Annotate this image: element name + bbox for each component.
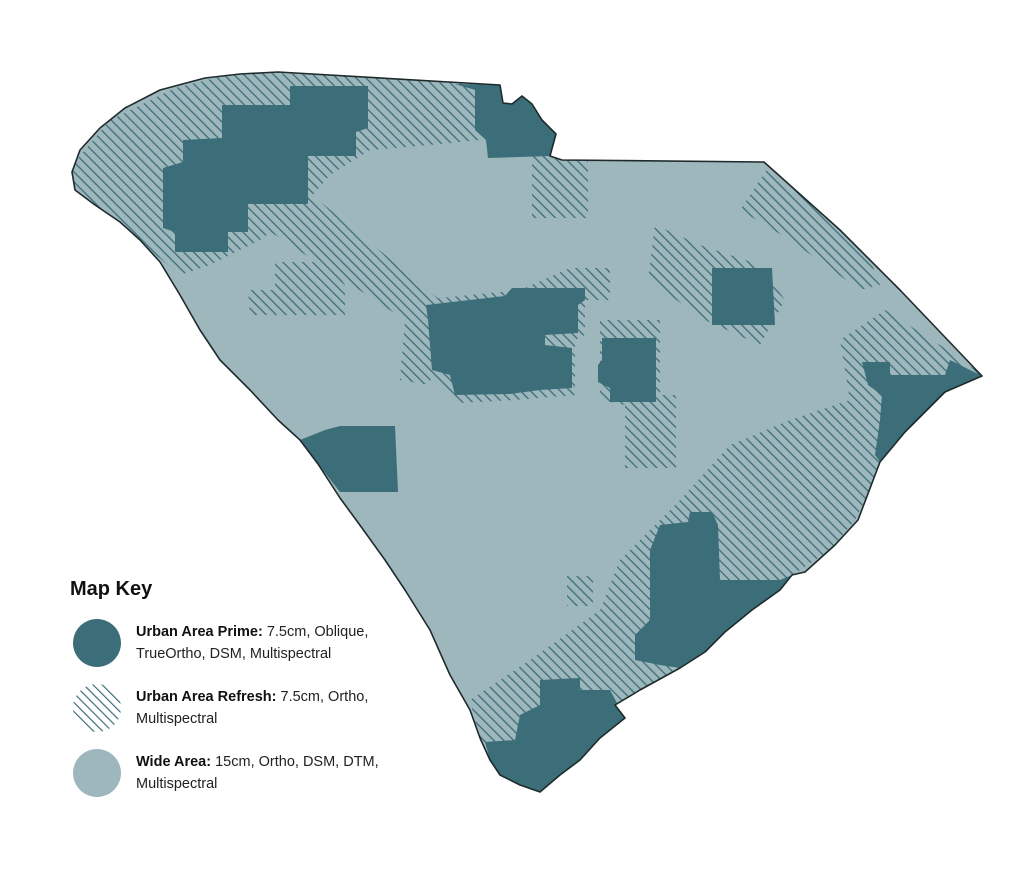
refresh-northeast: [740, 165, 880, 290]
legend-text-urban-prime: Urban Area Prime: 7.5cm, Oblique, TrueOr…: [136, 621, 426, 665]
prime-aiken: [300, 426, 398, 492]
legend-item-urban-prime: Urban Area Prime: 7.5cm, Oblique, TrueOr…: [68, 618, 428, 678]
legend-text-urban-refresh: Urban Area Refresh: 7.5cm, Ortho, Multis…: [136, 686, 426, 730]
legend-name-urban-prime: Urban Area Prime:: [136, 624, 263, 640]
legend-text-wide-area: Wide Area: 15cm, Ortho, DSM, DTM, Multis…: [136, 751, 426, 795]
refresh-north-central: [532, 155, 588, 218]
refresh-west-block: [248, 262, 345, 315]
wide-area-region: [72, 72, 982, 792]
legend-name-urban-refresh: Urban Area Refresh:: [136, 689, 277, 705]
map-key-title: Map Key: [70, 578, 153, 600]
refresh-coastal-east: [470, 310, 982, 760]
light-circle-swatch-icon: [73, 749, 121, 797]
prime-rock-hill: [455, 84, 556, 158]
legend-desc-wide-area: 15cm, Ortho, DSM, DTM, Multispectral: [136, 754, 379, 792]
prime-florence: [712, 268, 775, 325]
prime-greenville: [163, 86, 368, 252]
hatched-circle-swatch-icon: [73, 684, 121, 732]
prime-beaufort: [485, 678, 625, 792]
prime-sumter: [598, 338, 656, 402]
legend-name-wide-area: Wide Area:: [136, 754, 212, 770]
legend-desc-urban-prime: 7.5cm, Oblique, TrueOrtho, DSM, Multispe…: [136, 624, 369, 662]
prime-charleston: [635, 512, 792, 668]
legend-desc-urban-refresh: 7.5cm, Ortho, Multispectral: [136, 689, 369, 727]
prime-columbia: [426, 288, 585, 395]
state-outline: [71, 71, 983, 793]
map-fill-layers: [72, 72, 982, 792]
prime-myrtle-beach: [862, 360, 982, 462]
urban-prime-regions: [163, 84, 982, 792]
legend-item-urban-refresh: Urban Area Refresh: 7.5cm, Ortho, Multis…: [68, 683, 428, 743]
map-key: Map Key Urban Area Prime: 7.5cm, Oblique…: [68, 578, 428, 797]
refresh-south-block: [567, 576, 593, 606]
legend-item-wide-area: Wide Area: 15cm, Ortho, DSM, DTM, Multis…: [68, 748, 428, 808]
solid-circle-swatch-icon: [73, 619, 121, 667]
refresh-corridor: [260, 185, 440, 385]
